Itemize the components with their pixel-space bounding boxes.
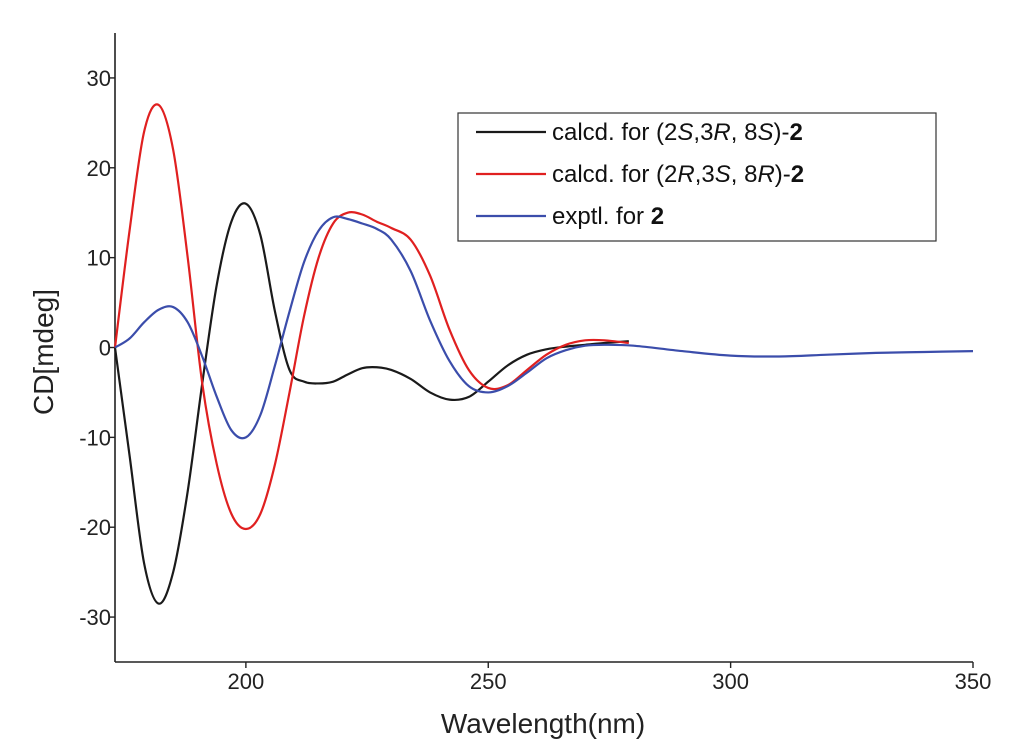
legend-label-part: R <box>757 161 774 188</box>
legend-label-part: S <box>677 119 693 146</box>
legend-label-part: R <box>677 161 694 188</box>
x-tick-label: 200 <box>228 669 265 694</box>
legend-label-part: , 8 <box>731 119 758 146</box>
legend-label-2: calcd. for (2R,3S, 8R)-2 <box>552 161 804 188</box>
x-tick-label: 250 <box>470 669 507 694</box>
y-axis-title: CD[mdeg] <box>28 289 59 415</box>
legend-label-part: S <box>757 119 773 146</box>
legend-label-part: 2 <box>651 203 664 230</box>
y-tick-label: -30 <box>79 605 111 630</box>
y-tick-label: 10 <box>87 246 111 271</box>
legend-label-part: 2 <box>791 161 804 188</box>
series-line-1 <box>113 202 629 605</box>
series-line-3 <box>114 215 974 440</box>
legend-label-part: ,3 <box>693 119 713 146</box>
legend-label-3: exptl. for 2 <box>552 203 664 230</box>
legend-label-part: exptl. for <box>552 203 651 230</box>
legend-label-part: )- <box>773 119 789 146</box>
legend-label-part: calcd. for (2 <box>552 119 677 146</box>
series-line-2 <box>113 103 629 531</box>
legend-label-part: 2 <box>789 119 802 146</box>
legend-label-part: S <box>715 161 731 188</box>
x-ticks: 200 250 300 350 <box>228 662 992 694</box>
y-tick-label: 20 <box>87 156 111 181</box>
y-ticks: 30 20 10 0 -10 -20 -30 <box>79 66 115 630</box>
x-tick-label: 300 <box>712 669 749 694</box>
x-tick-label: 350 <box>955 669 992 694</box>
legend-box <box>457 112 937 242</box>
legend-label-part: calcd. for (2 <box>552 161 677 188</box>
legend-label-part: R <box>713 119 730 146</box>
y-tick-label: 30 <box>87 66 111 91</box>
y-tick-label: -20 <box>79 515 111 540</box>
x-axis-title: Wavelength(nm) <box>441 708 645 739</box>
series-lines <box>113 103 974 605</box>
legend-label-1: calcd. for (2S,3R, 8S)-2 <box>552 119 803 146</box>
y-tick-label: -10 <box>79 425 111 450</box>
legend-label-part: )- <box>775 161 791 188</box>
legend-label-part: , 8 <box>731 161 758 188</box>
legend-label-part: ,3 <box>695 161 715 188</box>
y-tick-label: 0 <box>99 336 111 361</box>
